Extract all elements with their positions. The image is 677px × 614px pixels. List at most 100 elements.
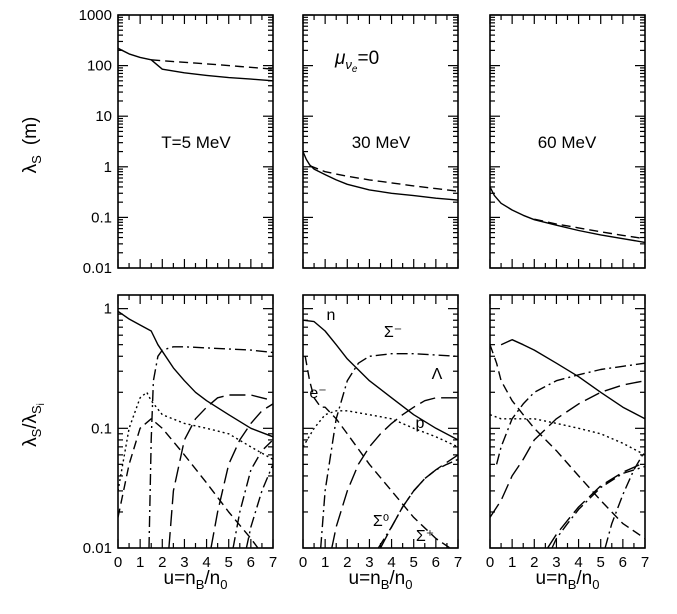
panel-frame	[489, 294, 646, 549]
series-line-1-solid	[490, 186, 645, 244]
label-proton: p	[416, 415, 425, 432]
series-line-5-longdash	[490, 380, 645, 518]
series-group	[490, 339, 645, 548]
x-tick-label: 1	[508, 554, 516, 571]
series-group	[118, 47, 273, 82]
series-group	[118, 310, 273, 548]
y-tick-label: 100	[87, 58, 112, 75]
series-line-1-solid	[118, 47, 273, 82]
series-line-2-dashdot	[495, 362, 645, 465]
x-axis-title: u=nB/n0	[349, 568, 413, 592]
x-tick-label: 7	[454, 554, 462, 571]
mu-sub: ν	[345, 57, 352, 72]
x-tick-label: 4	[387, 554, 395, 571]
series-line-6-longdash	[547, 461, 645, 548]
label-lambda: Λ	[432, 366, 443, 383]
x-tick-label: 5	[597, 554, 605, 571]
x-tick-label: 0	[486, 554, 494, 571]
x-tick-label: 1	[136, 554, 144, 571]
xlabel-sub: 0	[405, 577, 412, 592]
series-line-4-dashed	[490, 344, 645, 540]
label-sigma-zero: Σ⁰	[373, 513, 389, 530]
ylabel-unit: (m)	[20, 117, 41, 145]
ylabel-sub: S	[29, 428, 44, 437]
xlabel-main: u=n	[536, 568, 568, 589]
series-group	[303, 151, 458, 201]
annotation-temperature-60: 60 MeV	[538, 133, 597, 152]
series-line-1-solid	[303, 319, 458, 441]
x-tick-label: 6	[619, 554, 627, 571]
x-axis-title: u=nB/n0	[164, 568, 228, 592]
series-line-1-solid	[118, 310, 273, 438]
x-axis-title: u=nB/n0	[536, 568, 600, 592]
series-line-2-dashdot	[320, 353, 458, 548]
x-tick-label: 2	[530, 554, 538, 571]
y-tick-label: 1	[104, 301, 112, 318]
series-line-7-dashdot	[377, 458, 458, 548]
x-tick-label: 7	[269, 554, 277, 571]
series-line-1-solid	[303, 151, 458, 201]
xlabel-slash: /n	[389, 568, 405, 589]
ylabel-sub: S	[29, 155, 44, 164]
series-line-6-longdash	[210, 403, 273, 548]
ylabel-slash: /λ	[20, 413, 41, 428]
series-line-7-dashdot	[551, 465, 645, 548]
panel-bottom-middle: 0 1 2 3 4 5 6 7u=nB/n0	[299, 294, 462, 592]
panel-top-middle	[302, 14, 459, 269]
xlabel-sub: B	[196, 577, 205, 592]
xlabel-slash: /n	[204, 568, 220, 589]
xlabel-slash: /n	[576, 568, 592, 589]
label-neutron: n	[327, 307, 336, 324]
series-line-7-dashdot	[232, 439, 273, 548]
series-line-5-longdash	[331, 397, 458, 548]
x-tick-label: 1	[321, 554, 329, 571]
x-tick-label: 6	[432, 554, 440, 571]
y-tick-label: 0.1	[91, 209, 112, 226]
ylabel-lambda: λ	[20, 163, 41, 173]
x-tick-label: 0	[299, 554, 307, 571]
mu-subsub: e	[352, 64, 358, 75]
mu-value: =0	[357, 48, 379, 69]
x-tick-label: 5	[410, 554, 418, 571]
xlabel-sub: 0	[220, 577, 227, 592]
series-line-4-dashed	[304, 356, 452, 548]
x-tick-label: 3	[552, 554, 560, 571]
annotation-temperature-30: 30 MeV	[352, 133, 411, 152]
panel-bottom-right: 0 1 2 3 4 5 6 7u=nB/n0	[486, 294, 649, 592]
panel-top-left: 0.01 0.1 1 10 100 1000	[79, 7, 274, 277]
series-line-3-dotted	[490, 414, 645, 456]
y-tick-label: 1000	[79, 7, 112, 24]
panel-frame	[117, 294, 274, 549]
xlabel-sub: B	[381, 577, 390, 592]
y-axis-title-bottom: λS/λSi	[20, 403, 47, 447]
x-tick-label: 3	[365, 554, 373, 571]
label-sigma-plus: Σ⁺	[416, 528, 434, 545]
annotation-temperature-5: T=5 MeV	[161, 133, 231, 152]
xlabel-main: u=n	[164, 568, 196, 589]
label-electron: e⁻	[309, 385, 326, 402]
y-tick-label: 0.01	[83, 540, 112, 557]
label-sigma-minus: Σ⁻	[384, 324, 402, 341]
series-line-2-dashed	[151, 59, 273, 70]
x-tick-label: 7	[641, 554, 649, 571]
y-tick-label: 10	[95, 108, 112, 125]
series-line-3-dotted	[303, 410, 458, 448]
series-group	[303, 319, 458, 548]
ylabel-sub: S	[29, 405, 44, 414]
series-line-5-longdash	[168, 394, 273, 548]
y-tick-label: 1	[104, 159, 112, 176]
ylabel-lambda: λ	[20, 437, 41, 447]
series-line-8-dashdot	[604, 450, 645, 548]
x-tick-label: 5	[225, 554, 233, 571]
y-axis-title-top: λS (m)	[20, 117, 44, 174]
xlabel-sub: 0	[592, 577, 599, 592]
y-tick-label: 0.1	[91, 420, 112, 437]
series-line-2-dashed	[534, 218, 645, 240]
x-tick-label: 4	[202, 554, 210, 571]
series-line-2-dashed	[309, 165, 458, 192]
series-line-4-dashed	[118, 418, 259, 548]
annotation-chemical-potential: μνe=0	[334, 48, 379, 75]
panel-top-right	[489, 14, 646, 269]
